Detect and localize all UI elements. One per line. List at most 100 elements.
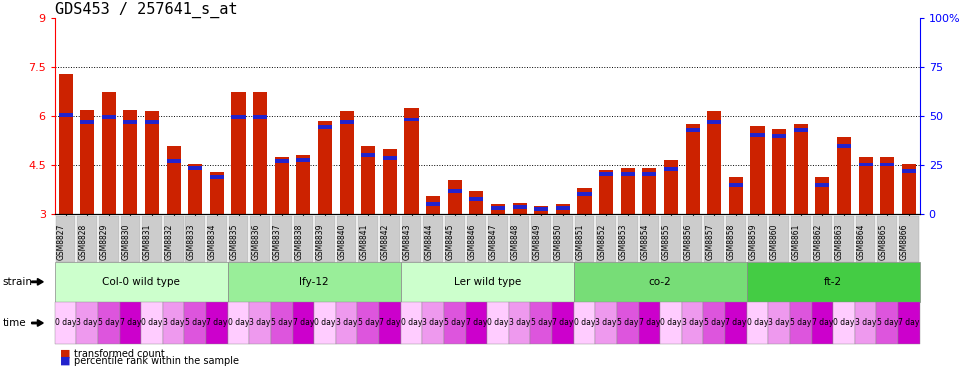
Bar xyxy=(253,92,267,214)
Text: 5 day: 5 day xyxy=(876,318,898,328)
Text: GSM8856: GSM8856 xyxy=(684,223,692,260)
Bar xyxy=(858,157,873,214)
Text: GSM8837: GSM8837 xyxy=(273,223,282,260)
Bar xyxy=(534,207,548,211)
Bar xyxy=(491,204,505,214)
Text: GSM8842: GSM8842 xyxy=(381,224,390,260)
Text: 5 day: 5 day xyxy=(271,318,293,328)
Text: GSM8846: GSM8846 xyxy=(468,223,476,260)
Text: GSM8847: GSM8847 xyxy=(489,223,498,260)
Bar xyxy=(815,183,829,187)
Text: GSM8861: GSM8861 xyxy=(792,224,801,260)
Bar xyxy=(621,172,635,176)
Text: 5 day: 5 day xyxy=(790,318,811,328)
Text: GSM8832: GSM8832 xyxy=(165,224,174,260)
Text: 7 day: 7 day xyxy=(293,318,314,328)
Bar xyxy=(361,153,375,157)
Bar xyxy=(880,157,895,214)
Bar xyxy=(794,124,807,214)
Bar xyxy=(361,146,375,214)
Text: Col-0 wild type: Col-0 wild type xyxy=(103,277,180,287)
Text: 5 day: 5 day xyxy=(444,318,466,328)
Text: 0 day: 0 day xyxy=(314,318,336,328)
Bar xyxy=(102,92,116,214)
Bar xyxy=(837,143,851,147)
Bar xyxy=(556,206,570,210)
Bar xyxy=(751,133,764,137)
Bar xyxy=(253,115,267,119)
Text: GSM8857: GSM8857 xyxy=(706,223,714,260)
Text: 3 day: 3 day xyxy=(509,318,530,328)
Bar xyxy=(685,128,700,132)
Text: 3 day: 3 day xyxy=(422,318,444,328)
Text: GSM8866: GSM8866 xyxy=(900,223,909,260)
Text: GSM8858: GSM8858 xyxy=(727,224,736,260)
Text: ■: ■ xyxy=(60,355,70,366)
Text: GSM8865: GSM8865 xyxy=(878,223,887,260)
Bar xyxy=(231,115,246,119)
Text: 7 day: 7 day xyxy=(120,318,141,328)
Text: GSM8829: GSM8829 xyxy=(100,224,108,260)
Text: GSM8835: GSM8835 xyxy=(229,223,238,260)
Text: Ler wild type: Ler wild type xyxy=(453,277,521,287)
Bar xyxy=(102,115,116,119)
Bar xyxy=(708,111,721,214)
Text: 0 day: 0 day xyxy=(488,318,509,328)
Bar xyxy=(685,124,700,214)
Text: GSM8862: GSM8862 xyxy=(813,224,823,260)
Bar xyxy=(901,169,916,173)
Text: GSM8827: GSM8827 xyxy=(57,224,65,260)
Bar xyxy=(275,159,289,163)
Text: GSM8840: GSM8840 xyxy=(338,223,347,260)
Bar xyxy=(772,134,786,138)
Bar xyxy=(469,191,484,214)
Text: 5 day: 5 day xyxy=(184,318,206,328)
Bar xyxy=(231,92,246,214)
Bar xyxy=(858,163,873,167)
Text: GDS453 / 257641_s_at: GDS453 / 257641_s_at xyxy=(55,2,237,18)
Bar xyxy=(275,157,289,214)
Bar xyxy=(167,159,180,163)
Text: 0 day: 0 day xyxy=(574,318,595,328)
Text: 7 day: 7 day xyxy=(206,318,228,328)
Text: GSM8831: GSM8831 xyxy=(143,224,152,260)
Text: 7 day: 7 day xyxy=(812,318,833,328)
Text: 0 day: 0 day xyxy=(833,318,854,328)
Bar xyxy=(383,149,396,214)
Bar xyxy=(210,175,224,179)
Bar xyxy=(513,205,527,209)
Bar xyxy=(751,126,764,214)
Bar xyxy=(578,192,591,196)
Text: transformed count: transformed count xyxy=(74,349,165,359)
Text: percentile rank within the sample: percentile rank within the sample xyxy=(74,355,239,366)
Text: 3 day: 3 day xyxy=(250,318,271,328)
Bar xyxy=(729,183,743,187)
Text: GSM8845: GSM8845 xyxy=(445,223,455,260)
Bar xyxy=(642,168,657,214)
Bar xyxy=(837,137,851,214)
Text: 3 day: 3 day xyxy=(682,318,704,328)
Bar xyxy=(188,167,203,171)
Text: 3 day: 3 day xyxy=(77,318,98,328)
Text: GSM8830: GSM8830 xyxy=(121,223,131,260)
Text: time: time xyxy=(3,318,27,328)
Bar xyxy=(145,111,159,214)
Bar xyxy=(513,203,527,214)
Bar xyxy=(426,196,441,214)
Text: 3 day: 3 day xyxy=(855,318,876,328)
Text: GSM8854: GSM8854 xyxy=(640,223,649,260)
Bar xyxy=(340,120,353,124)
Text: GSM8848: GSM8848 xyxy=(511,224,519,260)
Text: 3 day: 3 day xyxy=(595,318,617,328)
Text: 0 day: 0 day xyxy=(660,318,682,328)
Text: GSM8828: GSM8828 xyxy=(78,224,87,260)
Text: 3 day: 3 day xyxy=(336,318,357,328)
Bar xyxy=(124,110,137,214)
Bar xyxy=(59,74,73,214)
Text: 0 day: 0 day xyxy=(401,318,422,328)
Bar xyxy=(794,128,807,132)
Text: 3 day: 3 day xyxy=(163,318,184,328)
Bar xyxy=(815,176,829,214)
Text: strain: strain xyxy=(3,277,33,287)
Bar xyxy=(80,110,94,214)
